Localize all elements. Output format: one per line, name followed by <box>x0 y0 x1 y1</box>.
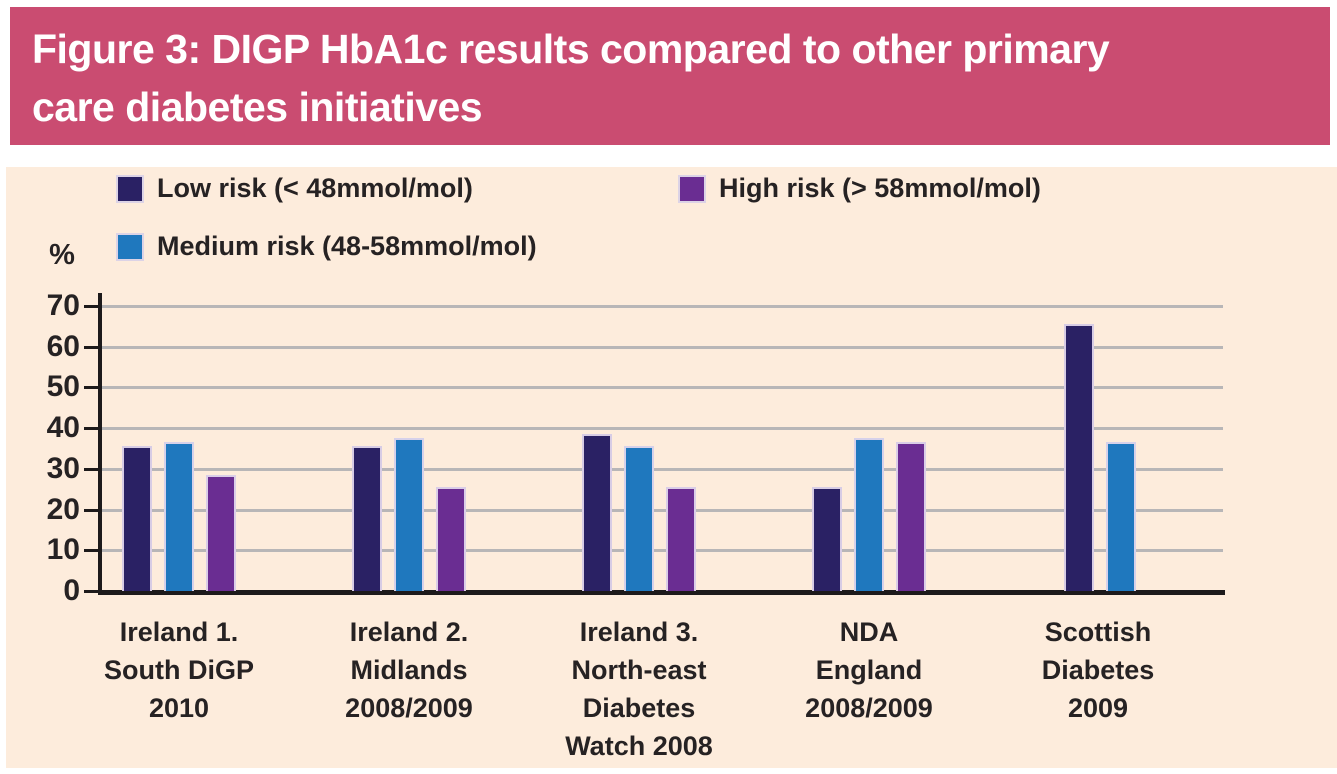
y-tick-label: 20 <box>46 492 80 526</box>
gridline <box>100 549 1223 553</box>
y-tick-label: 50 <box>46 370 80 404</box>
bar-high-risk <box>896 442 926 591</box>
category-label-line: NDA <box>839 617 899 647</box>
y-axis-tick <box>84 427 98 431</box>
category-label-line: 2008/2009 <box>345 693 473 723</box>
bar-low-risk <box>812 487 842 591</box>
y-axis-tick <box>84 345 98 349</box>
figure-title-banner: Figure 3: DIGP HbA1c results compared to… <box>10 7 1330 145</box>
category-label-line: Ireland 3. <box>579 617 699 647</box>
category-label-line: Midlands <box>350 655 468 685</box>
category-label: Scottish Diabetes 2009 <box>978 613 1218 727</box>
y-axis-tick <box>84 508 98 512</box>
legend-item-medium-risk: Medium risk (48-58mmol/mol) <box>116 231 537 262</box>
y-tick-label: 60 <box>46 329 80 363</box>
gridline <box>100 305 1223 308</box>
category-label-line: England <box>815 655 923 685</box>
y-axis-label: % <box>49 239 75 271</box>
figure-title-line-2: care diabetes initiatives <box>32 84 483 130</box>
legend-label-high-risk: High risk (> 58mmol/mol) <box>719 173 1041 203</box>
bar-high-risk <box>666 487 696 591</box>
bar-high-risk <box>206 474 236 591</box>
category-label-line: South DiGP <box>104 655 254 685</box>
category-label: NDA England 2008/2009 <box>749 613 989 727</box>
y-axis-tick <box>84 386 98 390</box>
gridline <box>100 386 1223 390</box>
bar-medium-risk <box>1106 442 1136 591</box>
x-axis-line <box>98 590 1225 595</box>
category-label-line: 2008/2009 <box>805 693 933 723</box>
bar-medium-risk <box>854 438 884 591</box>
figure-title-line-1: Figure 3: DIGP HbA1c results compared to… <box>32 26 1110 72</box>
y-axis-line <box>98 293 102 595</box>
category-label-line: Watch 2008 <box>565 731 713 761</box>
category-label: Ireland 1. South DiGP 2010 <box>59 613 299 727</box>
category-label: Ireland 3. North-east Diabetes Watch 2008 <box>519 613 759 765</box>
category-label-line: Ireland 2. <box>349 617 469 647</box>
y-axis-tick <box>84 590 98 593</box>
bar-medium-risk <box>624 446 654 591</box>
category-label-line: Diabetes <box>1041 655 1155 685</box>
category-label: Ireland 2. Midlands 2008/2009 <box>289 613 529 727</box>
y-tick-label: 10 <box>46 533 80 567</box>
category-label-line: 2009 <box>1067 693 1129 723</box>
category-label-line: North-east <box>571 655 707 685</box>
y-axis-tick <box>84 549 98 553</box>
gridline <box>100 345 1223 349</box>
y-tick-label: 0 <box>63 574 80 607</box>
legend-swatch-medium-risk <box>116 232 144 261</box>
y-tick-label: 70 <box>46 289 80 322</box>
chart-panel: Low risk (< 48mmol/mol) High risk (> 58m… <box>6 167 1337 768</box>
bar-low-risk <box>352 446 382 591</box>
category-label-line: 2010 <box>148 693 210 723</box>
legend-item-low-risk: Low risk (< 48mmol/mol) <box>116 173 473 204</box>
legend-label-medium-risk: Medium risk (48-58mmol/mol) <box>157 231 537 261</box>
bar-high-risk <box>436 487 466 591</box>
legend-item-high-risk: High risk (> 58mmol/mol) <box>678 173 1041 204</box>
gridline <box>100 467 1223 471</box>
category-label-line: Scottish <box>1044 617 1152 647</box>
bar-low-risk <box>122 446 152 591</box>
gridline <box>100 427 1223 431</box>
category-label-line: Diabetes <box>582 693 696 723</box>
y-tick-label: 40 <box>46 411 80 445</box>
bar-medium-risk <box>394 438 424 591</box>
legend-swatch-high-risk <box>678 174 706 203</box>
bar-medium-risk <box>164 442 194 591</box>
legend-label-low-risk: Low risk (< 48mmol/mol) <box>157 173 473 203</box>
legend-swatch-low-risk <box>116 174 144 203</box>
category-label-line: Ireland 1. <box>119 617 239 647</box>
y-axis-tick <box>84 305 98 308</box>
bar-low-risk <box>582 434 612 591</box>
bar-low-risk <box>1064 324 1094 591</box>
y-tick-label: 30 <box>46 451 80 485</box>
y-axis-tick <box>84 467 98 471</box>
gridline <box>100 508 1223 512</box>
